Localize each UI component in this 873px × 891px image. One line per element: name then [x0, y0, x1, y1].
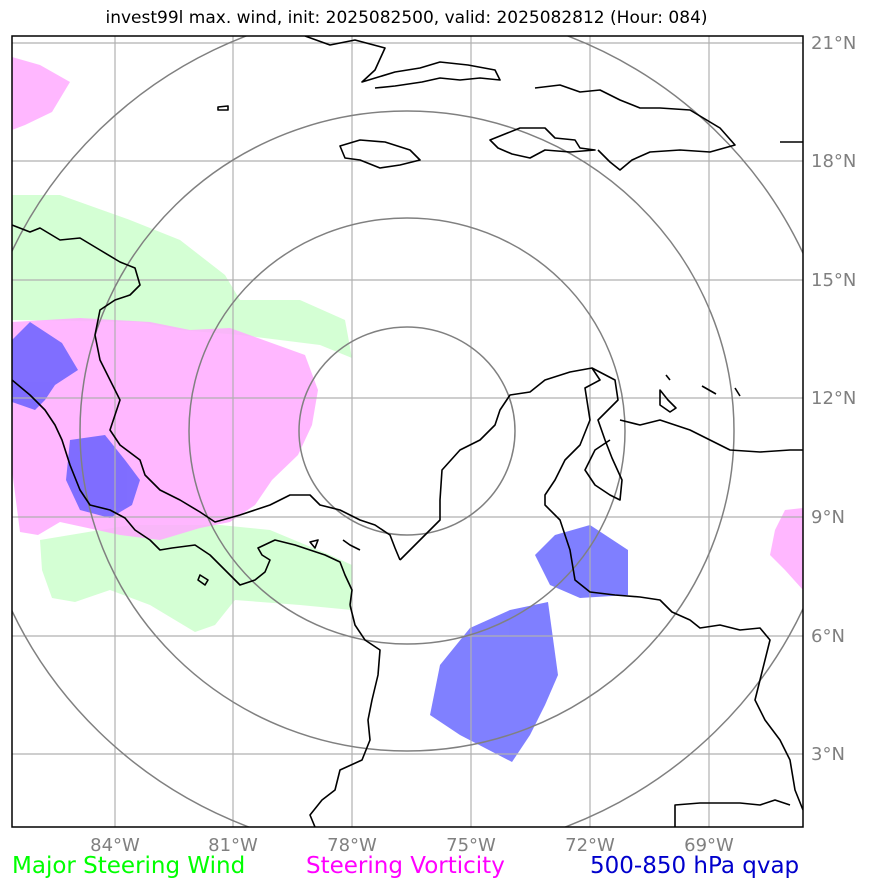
legend-steering-wind: Major Steering Wind [12, 853, 246, 879]
lat-tick-18n: 18°N [811, 151, 856, 172]
legend-steering-vorticity: Steering Vorticity [306, 853, 505, 879]
lat-tick-9n: 9°N [811, 507, 845, 528]
coastlines [12, 36, 803, 827]
lat-lon-grid [12, 36, 803, 827]
lon-tick-69w: 69°W [684, 835, 734, 856]
lat-tick-12n: 12°N [811, 388, 856, 409]
lat-tick-6n: 6°N [811, 626, 845, 647]
lon-tick-72w: 72°W [565, 835, 615, 856]
lat-tick-21n: 21°N [811, 33, 856, 54]
lon-tick-81w: 81°W [208, 835, 258, 856]
lon-tick-75w: 75°W [446, 835, 496, 856]
latitude-tick-labels: 21°N 18°N 15°N 12°N 9°N 6°N 3°N [811, 33, 856, 765]
map-title: invest99l max. wind, init: 2025082500, v… [105, 8, 708, 28]
qvap-fill [12, 322, 628, 762]
steering-wind-fill [12, 195, 352, 632]
lat-tick-3n: 3°N [811, 744, 845, 765]
lon-tick-78w: 78°W [327, 835, 377, 856]
lon-tick-84w: 84°W [90, 835, 140, 856]
range-rings [12, 36, 803, 827]
longitude-tick-labels: 84°W 81°W 78°W 75°W 72°W 69°W [90, 835, 734, 856]
lat-tick-15n: 15°N [811, 270, 856, 291]
legend: Major Steering Wind Steering Vorticity 5… [0, 853, 873, 885]
steering-vorticity-fill [12, 57, 803, 590]
legend-qvap: 500-850 hPa qvap [590, 853, 800, 879]
plot-frame [11, 35, 804, 828]
